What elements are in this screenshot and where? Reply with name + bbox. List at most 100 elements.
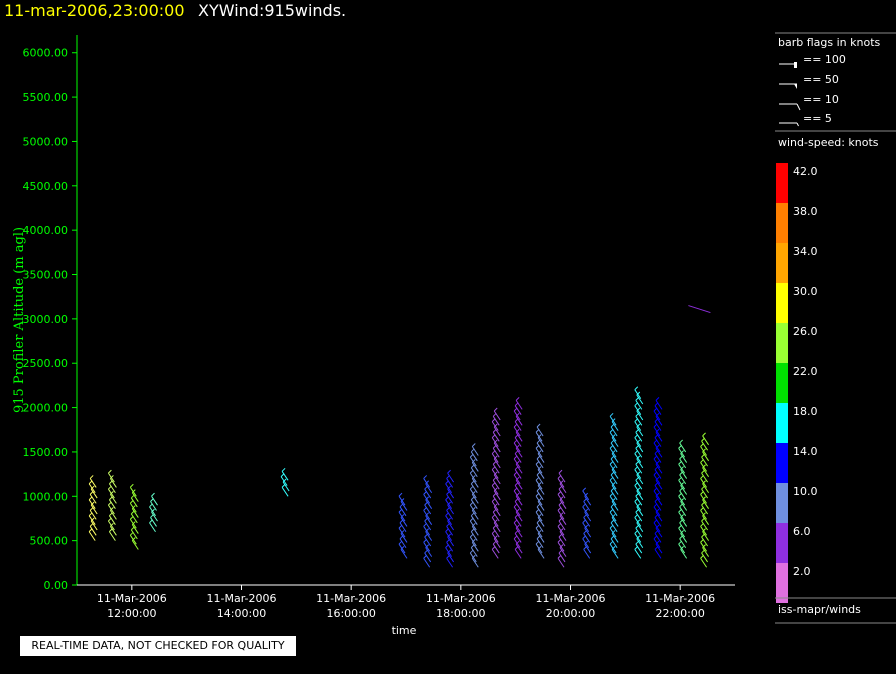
wind-barb (515, 479, 523, 490)
wind-barb-tick (655, 540, 660, 545)
wind-barb (609, 479, 617, 490)
wind-barb-tick (471, 475, 476, 479)
wind-barb (469, 504, 477, 515)
wind-barb (653, 490, 661, 501)
wind-barb (611, 453, 619, 463)
wind-barb (653, 442, 661, 453)
wind-barb-tick (129, 483, 134, 488)
wind-barb (537, 533, 545, 543)
wind-barb (583, 517, 591, 527)
wind-barb (634, 549, 642, 559)
title-date: 11-mar-2006,23:00:00 (4, 1, 185, 20)
wind-barb (680, 501, 688, 511)
wind-barb-tick (493, 503, 498, 508)
wind-barb (535, 511, 543, 522)
wind-barb-tick (679, 439, 684, 444)
wind-barb-tick (447, 501, 451, 506)
wind-barb (423, 557, 431, 568)
wind-barb (635, 432, 643, 442)
wind-barb-tick (702, 432, 706, 437)
wind-barb (678, 511, 686, 522)
wind-barb (491, 517, 499, 527)
wind-barb-tick (655, 444, 660, 449)
wind-barb (536, 506, 544, 517)
wind-speed-colorbar: 42.0 38.0 34.0 30.0 26.0 22.0 18.0 14.0 10.0 6.0 2… (776, 163, 818, 603)
wind-barb-tick (611, 482, 616, 486)
barb-legend-50-flag (794, 84, 797, 89)
wind-barb-tick (636, 391, 641, 396)
wind-barb (470, 547, 478, 557)
wind-barb (635, 447, 643, 458)
wind-barb (680, 485, 688, 495)
wind-barb (584, 495, 592, 506)
wind-barb (653, 426, 661, 437)
y-tick-label: 1000.00 (23, 490, 69, 503)
wind-profile (445, 469, 455, 568)
wind-barb-tick (611, 498, 616, 502)
colorbar-label: 30.0 (793, 285, 818, 298)
wind-barb (469, 552, 477, 563)
wind-barb (425, 499, 433, 509)
wind-barb-tick (447, 485, 451, 490)
wind-profile (491, 407, 501, 559)
wind-barb (559, 483, 567, 494)
wind-profile (513, 397, 523, 559)
wind-barb (447, 504, 455, 515)
wind-barb (582, 522, 590, 533)
wind-barb (559, 499, 567, 509)
wind-barb-tick (515, 476, 520, 481)
wind-barb (492, 447, 500, 458)
wind-barb-tick (536, 423, 541, 428)
wind-barb (446, 526, 454, 536)
wind-profile (129, 483, 139, 550)
x-tick-time-label: 20:00:00 (546, 607, 595, 620)
wind-barb-tick (655, 476, 660, 481)
wind-barb-tick (655, 412, 660, 417)
wind-barb (513, 506, 521, 517)
wind-barb (583, 549, 591, 559)
wind-barb (680, 533, 688, 543)
wind-barb (445, 515, 453, 525)
wind-barb (655, 479, 663, 490)
wind-barb-tick (515, 540, 520, 545)
wind-barb (609, 463, 617, 474)
wind-barb (493, 522, 501, 533)
wind-barb (634, 453, 642, 463)
wind-barb (150, 501, 157, 511)
y-tick-label: 6000.00 (23, 47, 69, 60)
wind-barb (492, 479, 500, 490)
wind-barb (129, 487, 137, 497)
wind-barb (702, 499, 709, 509)
wind-barb-tick (471, 491, 476, 495)
wind-barb (610, 490, 618, 501)
wind-barb-tick (400, 514, 405, 518)
wind-barb (424, 536, 432, 547)
wind-barb (609, 511, 617, 522)
wind-barb-tick (447, 549, 451, 554)
wind-barb (398, 495, 406, 506)
wind-barb (469, 472, 477, 483)
colorbar-swatch (776, 203, 788, 243)
wind-barb-tick (471, 522, 476, 527)
wind-barb-tick (702, 464, 706, 469)
wind-barb (702, 483, 709, 494)
wind-barb-tick (537, 514, 542, 518)
wind-barb-tick (636, 487, 641, 492)
wind-barb (424, 552, 432, 563)
wind-barb-tick (425, 512, 430, 517)
wind-barb (557, 478, 565, 488)
wind-barb (634, 485, 642, 495)
x-axis-ticks: 11-Mar-2006 12:00:00 11-Mar-2006 14:00:00 11… (97, 585, 715, 620)
wind-barb (536, 442, 544, 453)
wind-barb-tick (131, 537, 136, 541)
wind-barb (471, 478, 479, 488)
wind-barb (678, 527, 686, 538)
wind-barb-tick (515, 508, 520, 513)
colorbar-title: wind-speed: knots (778, 136, 879, 149)
wind-barb (89, 526, 97, 536)
wind-barb-tick (493, 487, 498, 492)
wind-barb (514, 501, 522, 511)
wind-barb (515, 495, 523, 506)
wind-barb (535, 432, 543, 442)
wind-barb (469, 536, 477, 547)
